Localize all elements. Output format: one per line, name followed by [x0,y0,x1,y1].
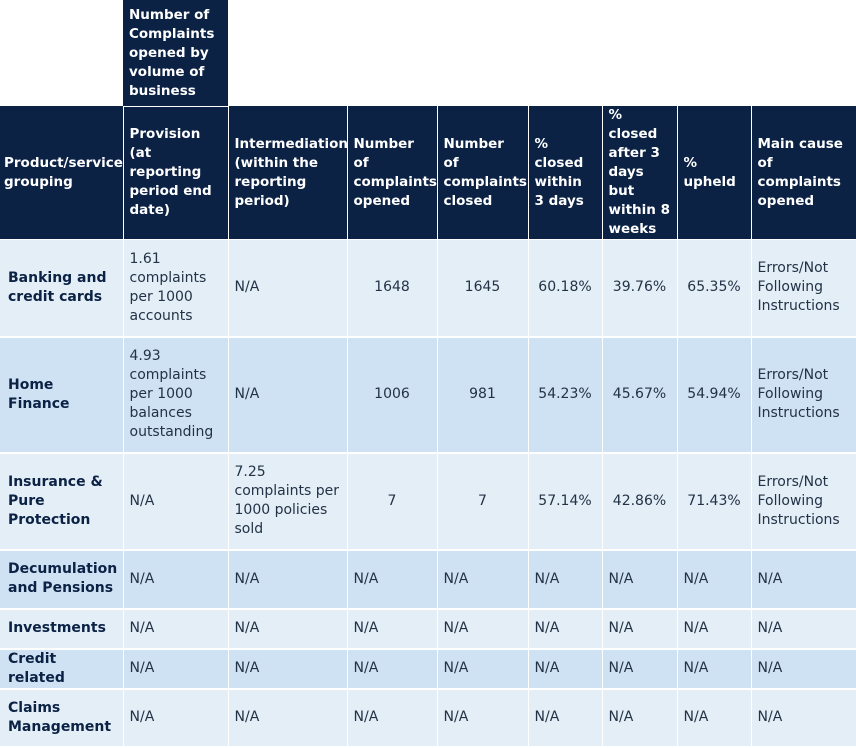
table-row: Claims Management N/A N/A N/A N/A N/A N/… [0,688,856,748]
row-opened: N/A [347,549,438,610]
row-closed-8-weeks: N/A [602,549,678,610]
row-closed-3-days: 54.23% [528,336,603,454]
row-main-cause: Errors/Not Following Instructions [751,239,856,338]
row-closed: 1645 [437,239,529,338]
row-main-cause: Errors/Not Following Instructions [751,336,856,454]
row-intermediation: N/A [228,239,348,338]
volume-heading: Number of Complaints opened by volume of… [123,0,229,107]
header-row-top: Number of Complaints opened by volume of… [0,0,856,107]
col-header-opened: Number of complaints opened [347,106,438,240]
row-opened: 1006 [347,336,438,454]
row-provision: 1.61 complaints per 1000 accounts [123,239,229,338]
table-header: Number of Complaints opened by volume of… [0,0,856,240]
row-opened: N/A [347,608,438,650]
row-opened: 7 [347,452,438,551]
row-closed: N/A [437,608,529,650]
row-intermediation: N/A [228,608,348,650]
row-main-cause: N/A [751,549,856,610]
row-closed: 7 [437,452,529,551]
row-upheld: 54.94% [677,336,752,454]
row-closed: N/A [437,648,529,690]
row-closed-8-weeks: N/A [602,688,678,748]
row-upheld: N/A [677,648,752,690]
row-opened: N/A [347,688,438,748]
header-spacer-right [228,0,856,106]
row-upheld: N/A [677,549,752,610]
row-intermediation: N/A [228,648,348,690]
table-row: Credit related N/A N/A N/A N/A N/A N/A N… [0,648,856,690]
row-closed-8-weeks: 39.76% [602,239,678,338]
row-intermediation: N/A [228,688,348,748]
row-closed: N/A [437,549,529,610]
row-grouping: Credit related [0,648,124,690]
row-closed-3-days: N/A [528,648,603,690]
table-row: Banking and credit cards 1.61 complaints… [0,239,856,338]
row-intermediation: N/A [228,549,348,610]
col-header-upheld: % upheld [677,106,752,240]
row-closed-8-weeks: N/A [602,608,678,650]
row-grouping: Home Finance [0,336,124,454]
col-header-main-cause: Main cause of complaints opened [751,106,856,240]
row-main-cause: N/A [751,688,856,748]
row-upheld: N/A [677,608,752,650]
row-intermediation: 7.25 complaints per 1000 policies sold [228,452,348,551]
col-header-closed: Number of complaints closed [437,106,529,240]
row-grouping: Insurance & Pure Protection [0,452,124,551]
row-provision: N/A [123,549,229,610]
col-header-closed-3-days: % closed within 3 days [528,106,603,240]
col-header-provision: Provision (at reporting period end date) [123,106,229,240]
header-spacer [0,0,123,106]
col-header-intermediation: Intermediation (within the reporting per… [228,106,348,240]
row-closed: N/A [437,688,529,748]
row-closed-3-days: N/A [528,608,603,650]
row-closed: 981 [437,336,529,454]
row-upheld: 71.43% [677,452,752,551]
row-main-cause: N/A [751,608,856,650]
row-provision: N/A [123,688,229,748]
table-row: Investments N/A N/A N/A N/A N/A N/A N/A … [0,608,856,650]
row-provision: 4.93 complaints per 1000 balances outsta… [123,336,229,454]
row-closed-3-days: 60.18% [528,239,603,338]
col-header-grouping: Product/service grouping [0,106,124,240]
row-main-cause: N/A [751,648,856,690]
header-row-columns: Product/service grouping Provision (at r… [0,106,856,240]
row-closed-8-weeks: 42.86% [602,452,678,551]
row-provision: N/A [123,648,229,690]
table-row: Decumulation and Pensions N/A N/A N/A N/… [0,549,856,610]
col-header-closed-8-weeks: % closed after 3 days but within 8 weeks [602,106,678,240]
row-closed-8-weeks: N/A [602,648,678,690]
row-closed-3-days: N/A [528,549,603,610]
row-upheld: N/A [677,688,752,748]
row-provision: N/A [123,608,229,650]
row-grouping: Decumulation and Pensions [0,549,124,610]
row-opened: 1648 [347,239,438,338]
row-intermediation: N/A [228,336,348,454]
row-closed-3-days: N/A [528,688,603,748]
row-grouping: Claims Management [0,688,124,748]
row-closed-8-weeks: 45.67% [602,336,678,454]
row-grouping: Investments [0,608,124,650]
row-provision: N/A [123,452,229,551]
row-grouping: Banking and credit cards [0,239,124,338]
row-closed-3-days: 57.14% [528,452,603,551]
row-main-cause: Errors/Not Following Instructions [751,452,856,551]
row-upheld: 65.35% [677,239,752,338]
table-body: Banking and credit cards 1.61 complaints… [0,239,856,748]
table-row: Home Finance 4.93 complaints per 1000 ba… [0,336,856,454]
row-opened: N/A [347,648,438,690]
table-row: Insurance & Pure Protection N/A 7.25 com… [0,452,856,551]
